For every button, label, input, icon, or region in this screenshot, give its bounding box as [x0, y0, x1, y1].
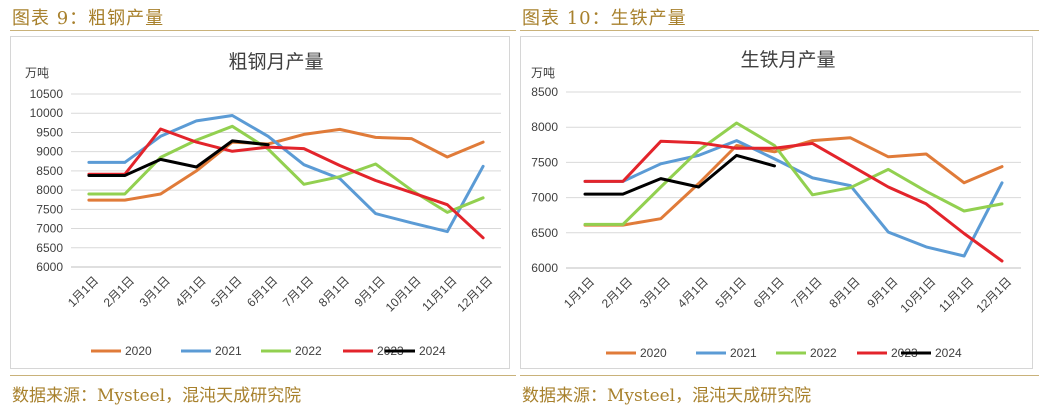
series-line-2023	[87, 127, 485, 240]
x-tick-label: 2月1日	[101, 273, 137, 309]
chart-panel: 粗钢月产量万吨 6000 6500 7000 7500 8000 8500 9000 9500 1…	[10, 36, 510, 369]
x-tick-label: 5月1日	[713, 274, 749, 310]
x-tick-label: 10月1日	[898, 274, 939, 315]
figure-caption: 图表 10：生铁产量	[522, 8, 687, 29]
y-tick-label: 7000	[531, 191, 558, 205]
x-tick-label: 5月1日	[208, 273, 244, 309]
y-tick-label: 10500	[30, 87, 64, 101]
y-tick-label: 7500	[531, 155, 558, 169]
series-line-2021	[87, 114, 485, 234]
source-note: 数据来源：Mysteel，混沌天成研究院	[12, 386, 302, 406]
source-note: 数据来源：Mysteel，混沌天成研究院	[522, 386, 812, 406]
x-tick-label: 1月1日	[65, 273, 101, 309]
y-tick-label: 7500	[36, 202, 63, 216]
legend-label-2020: 2020	[125, 344, 152, 358]
series-line-2023	[583, 139, 1004, 263]
x-tick-label: 3月1日	[637, 274, 673, 310]
source-rule	[10, 375, 516, 376]
caption-rule	[520, 30, 1039, 31]
x-tick-label: 8月1日	[826, 274, 862, 310]
chart-panel: 生铁月产量万吨 6000 6500 7000 7500 8000 8500 1月1日 2月1日 3…	[520, 36, 1033, 369]
x-tick-label: 7月1日	[280, 273, 316, 309]
y-tick-label: 8500	[531, 85, 558, 99]
y-tick-label: 6000	[36, 260, 63, 274]
y-tick-label: 8000	[36, 183, 63, 197]
x-tick-label: 6月1日	[244, 273, 280, 309]
x-tick-label: 12月1日	[454, 273, 495, 314]
chart-title: 粗钢月产量	[228, 51, 323, 73]
y-tick-label: 8500	[36, 164, 63, 178]
y-tick-label: 9500	[36, 125, 63, 139]
y-tick-label: 8000	[531, 120, 558, 134]
x-tick-label: 8月1日	[316, 273, 352, 309]
x-tick-label: 11月1日	[419, 273, 459, 313]
x-tick-label: 4月1日	[172, 273, 208, 309]
legend-label-2024: 2024	[935, 346, 962, 360]
y-tick-label: 6000	[531, 261, 558, 275]
series-line-2024	[87, 139, 270, 177]
legend-label-2024: 2024	[419, 344, 446, 358]
legend-label-2021: 2021	[215, 344, 242, 358]
series-line-2022	[583, 121, 1004, 226]
caption-rule	[10, 30, 516, 31]
y-axis-unit: 万吨	[25, 66, 49, 80]
legend-label-2021: 2021	[730, 346, 757, 360]
x-tick-label: 9月1日	[864, 274, 900, 310]
legend-label-2022: 2022	[810, 346, 837, 360]
x-tick-label: 4月1日	[675, 274, 711, 310]
y-tick-label: 10000	[30, 106, 64, 120]
figure-pig-iron: 图表 10：生铁产量 生铁月产量万吨 6000 6500 7000 7500 8000 85…	[520, 0, 1047, 408]
series-line-2024	[583, 153, 776, 196]
x-tick-label: 3月1日	[137, 273, 173, 309]
legend-label-2022: 2022	[295, 344, 322, 358]
source-rule	[520, 375, 1039, 376]
y-tick-label: 9000	[36, 145, 63, 159]
x-tick-label: 10月1日	[383, 273, 424, 314]
figure-caption: 图表 9：粗钢产量	[12, 8, 165, 29]
figure-crude-steel: 图表 9：粗钢产量 粗钢月产量万吨 6000 6500 7000 7500 8000 850…	[0, 0, 520, 408]
x-tick-label: 12月1日	[973, 274, 1014, 315]
chart-title: 生铁月产量	[740, 49, 835, 71]
y-tick-label: 6500	[531, 226, 558, 240]
x-tick-label: 7月1日	[788, 274, 824, 310]
x-tick-label: 11月1日	[936, 274, 976, 314]
y-tick-label: 7000	[36, 222, 63, 236]
series-line-2020	[87, 127, 485, 202]
x-tick-label: 2月1日	[599, 274, 635, 310]
y-axis-unit: 万吨	[531, 66, 555, 80]
y-tick-label: 6500	[36, 241, 63, 255]
x-tick-label: 6月1日	[751, 274, 787, 310]
x-tick-label: 1月1日	[561, 274, 597, 310]
series-line-2020	[583, 136, 1004, 227]
legend-label-2020: 2020	[640, 346, 667, 360]
